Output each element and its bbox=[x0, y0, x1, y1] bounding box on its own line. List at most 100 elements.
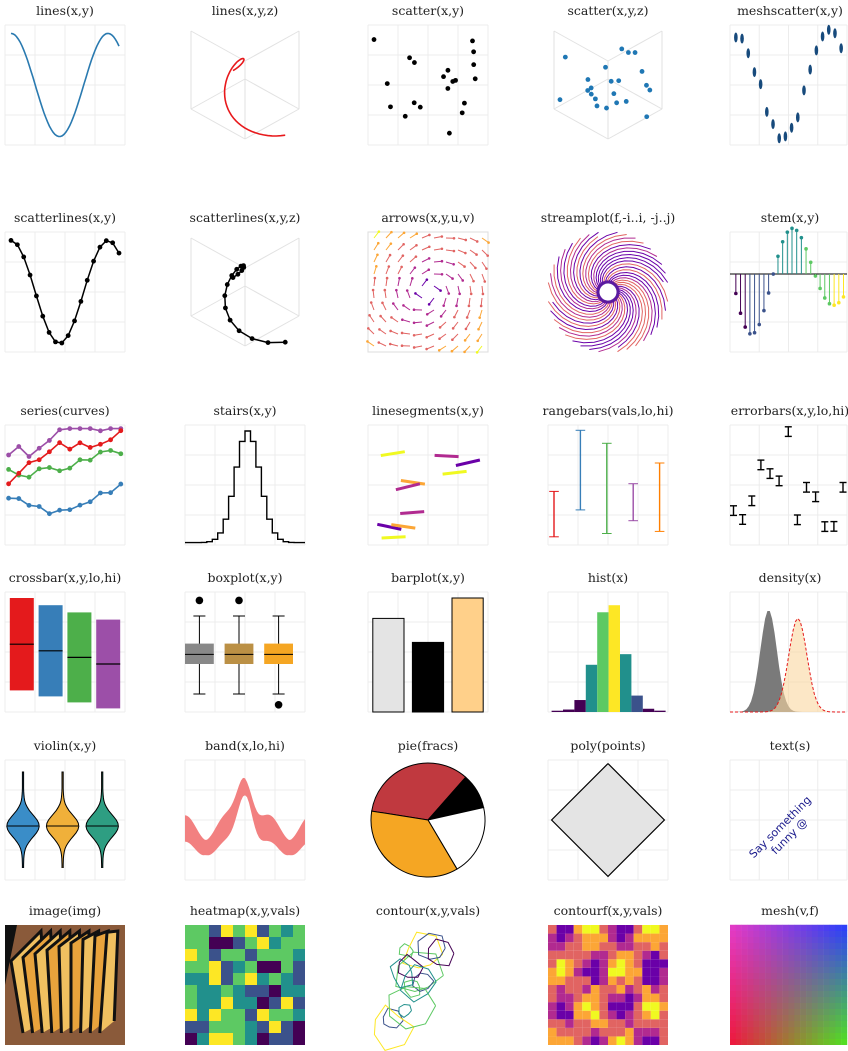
point bbox=[36, 504, 42, 509]
arrow bbox=[373, 242, 379, 251]
arrow-head bbox=[415, 232, 419, 236]
arrow bbox=[370, 302, 375, 311]
panel-title: stem(x,y) bbox=[761, 210, 820, 225]
mesh-face bbox=[770, 1032, 778, 1039]
arrow-head bbox=[479, 304, 483, 308]
mesh-face bbox=[835, 1038, 842, 1045]
point bbox=[27, 272, 33, 278]
contour-fill bbox=[608, 1010, 617, 1020]
stream-line bbox=[552, 300, 615, 324]
arrow-head bbox=[400, 265, 403, 269]
mesh-face bbox=[730, 1038, 737, 1045]
mesh-face bbox=[835, 1032, 842, 1039]
contour-fill bbox=[642, 1019, 651, 1028]
point bbox=[6, 481, 11, 487]
mesh-face bbox=[770, 924, 778, 931]
stream-line bbox=[547, 299, 617, 327]
mesh-face bbox=[735, 990, 742, 997]
panel: scatterlines(x,y,z) bbox=[190, 210, 300, 347]
stream-line bbox=[609, 274, 656, 335]
mesh-face bbox=[788, 978, 795, 985]
arrow-head bbox=[405, 289, 409, 292]
contour-fill bbox=[625, 967, 634, 977]
contour-fill bbox=[633, 942, 643, 951]
mesh-face bbox=[765, 1014, 772, 1021]
mesh-face bbox=[730, 1020, 737, 1027]
contour-fill bbox=[582, 1002, 591, 1011]
mesh-face bbox=[806, 936, 813, 943]
contour-fill bbox=[625, 942, 634, 951]
contour-fill bbox=[599, 1010, 608, 1020]
mesh-face bbox=[782, 948, 789, 955]
stem-head bbox=[776, 254, 780, 259]
heat-cell bbox=[185, 961, 197, 973]
mesh-face bbox=[811, 954, 818, 961]
mesh-face bbox=[806, 1014, 813, 1021]
contour-line bbox=[382, 1007, 404, 1029]
arrow bbox=[481, 273, 486, 282]
contour-fill bbox=[616, 950, 626, 960]
mesh-face bbox=[730, 972, 737, 979]
mesh-face bbox=[776, 1002, 783, 1009]
arrow-head bbox=[390, 230, 393, 234]
mesh-point bbox=[777, 133, 782, 144]
arrow-head bbox=[389, 329, 392, 333]
contour-fill bbox=[608, 925, 617, 934]
mesh-face bbox=[829, 954, 836, 961]
mesh-face bbox=[735, 942, 742, 949]
mesh-face bbox=[794, 984, 801, 991]
outlier bbox=[235, 596, 243, 605]
arrow bbox=[439, 321, 447, 328]
mesh-face bbox=[747, 1014, 754, 1021]
point bbox=[47, 449, 52, 455]
point bbox=[57, 468, 62, 474]
contour-fill bbox=[608, 1019, 617, 1028]
contour-fill bbox=[599, 967, 608, 977]
arrow-head bbox=[463, 265, 466, 268]
mesh-face bbox=[782, 936, 789, 943]
arrow bbox=[457, 249, 466, 254]
arrow-head bbox=[376, 241, 380, 245]
mesh-face bbox=[817, 996, 824, 1003]
mesh-face bbox=[753, 990, 760, 997]
arrow bbox=[421, 269, 430, 275]
heat-cell bbox=[269, 997, 281, 1009]
mesh-face bbox=[770, 996, 778, 1003]
mesh-face bbox=[776, 942, 783, 949]
contour-fill bbox=[548, 985, 557, 994]
contour-fill bbox=[565, 950, 574, 960]
panel: lines(x,y) bbox=[4, 3, 126, 146]
arrow-head bbox=[425, 278, 429, 281]
stream-line bbox=[595, 250, 663, 288]
mesh-face bbox=[788, 966, 795, 973]
panel: pie(fracs) bbox=[370, 738, 486, 878]
mesh-face bbox=[747, 1008, 754, 1015]
mesh-face bbox=[800, 978, 807, 985]
point bbox=[412, 60, 417, 65]
mesh-face bbox=[730, 1032, 737, 1039]
contour-fill bbox=[556, 942, 566, 951]
arrow bbox=[426, 345, 435, 350]
mesh-face bbox=[759, 960, 766, 967]
panel-title: boxplot(x,y) bbox=[208, 570, 283, 585]
point bbox=[21, 254, 27, 260]
arrow-head bbox=[442, 304, 445, 307]
contour-fill bbox=[599, 950, 608, 960]
stem-head bbox=[799, 235, 804, 240]
contour-fill bbox=[565, 985, 574, 994]
arrow-head bbox=[427, 257, 431, 260]
contour-fill bbox=[633, 993, 643, 1003]
mesh-face bbox=[765, 948, 772, 955]
contour-fill bbox=[633, 959, 643, 968]
polygon bbox=[550, 763, 666, 878]
mesh-face bbox=[817, 1014, 824, 1021]
contour-fill bbox=[548, 967, 557, 977]
point bbox=[118, 428, 124, 434]
contour-fill bbox=[659, 1036, 668, 1045]
point bbox=[110, 240, 116, 246]
contour-fill bbox=[659, 985, 668, 994]
arrow-head bbox=[469, 292, 473, 296]
mesh-face bbox=[753, 984, 760, 991]
point bbox=[47, 465, 52, 470]
contour-fill bbox=[573, 1036, 583, 1045]
